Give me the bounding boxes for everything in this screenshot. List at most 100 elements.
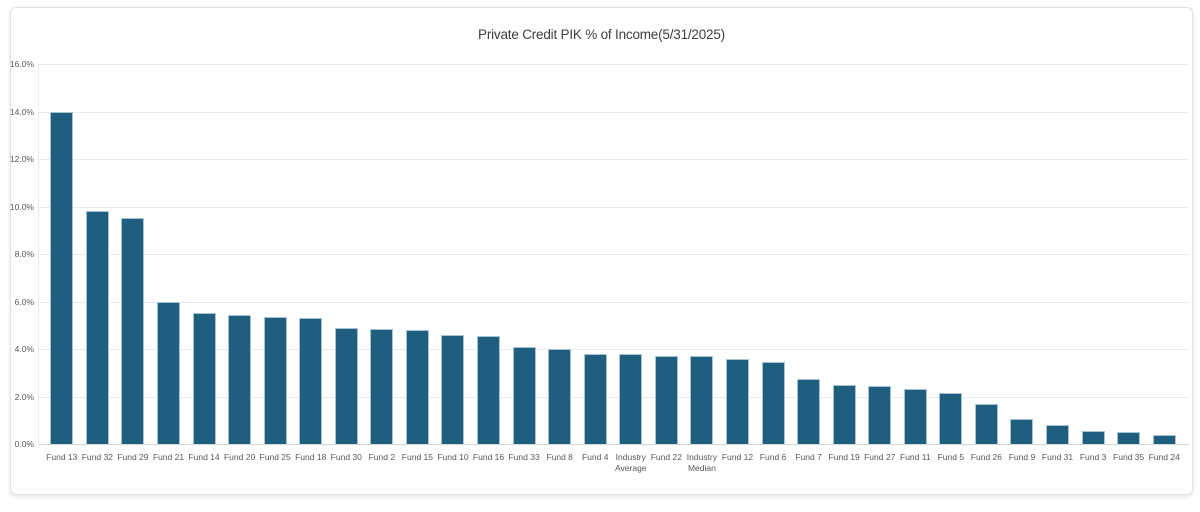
bar-fund-32	[85, 211, 109, 444]
bar-fund-30	[334, 327, 358, 444]
bar-fund-12	[725, 358, 749, 444]
chart-card: Private Credit PIK % of Income(5/31/2025…	[10, 7, 1193, 495]
bar-fund-33	[512, 346, 536, 444]
bar-fund-16	[477, 335, 501, 444]
x-tick-label: Fund 24	[1148, 452, 1180, 462]
gridline	[39, 206, 1189, 208]
chart-title: Private Credit PIK % of Income(5/31/2025…	[478, 27, 725, 42]
x-slot: Fund 20	[222, 452, 258, 473]
bar-slot	[222, 64, 258, 444]
x-tick-label: Fund 18	[295, 452, 327, 462]
gridline	[39, 254, 1189, 255]
x-tick-label: Industry Median	[686, 452, 718, 473]
x-tick-label: Fund 32	[81, 452, 113, 462]
x-slot: Fund 30	[329, 452, 365, 473]
y-axis: 16.0% 14.0% 12.0% 10.0% 8.0% 6.0% 4.0% 2.0% 0.0%	[10, 59, 34, 449]
bar-fund-20	[228, 314, 252, 444]
y-tick-label: 16.0%	[9, 59, 34, 69]
bar-slot	[257, 64, 293, 444]
y-tick-label: 8.0%	[14, 249, 34, 259]
y-tick-label: 4.0%	[14, 344, 34, 354]
bar-slot	[364, 64, 400, 444]
x-tick-label: Fund 7	[795, 452, 822, 462]
bar-fund-25	[263, 316, 287, 444]
x-tick-label: Fund 20	[223, 452, 256, 462]
bar-slot	[649, 64, 685, 444]
x-slot: Fund 22	[649, 452, 685, 473]
x-tick-label: Fund 2	[368, 452, 396, 462]
bar-slot	[1040, 64, 1076, 444]
bar-slot	[506, 64, 542, 444]
bar-industry-average	[619, 353, 643, 444]
bar-slot	[755, 64, 791, 444]
x-slot: Fund 4	[577, 452, 613, 473]
x-tick-label: Fund 27	[864, 452, 896, 462]
x-tick-label: Fund 8	[546, 452, 573, 462]
x-slot: Fund 16	[471, 452, 507, 473]
x-tick-label: Fund 19	[828, 452, 860, 462]
bar-slot	[400, 64, 436, 444]
x-tick-label: Fund 12	[721, 452, 754, 462]
x-slot: Fund 33	[506, 452, 542, 473]
bar-fund-35	[1117, 432, 1141, 444]
plot-gridlines	[38, 64, 1189, 445]
bar-fund-14	[192, 313, 216, 444]
x-slot: Fund 13	[44, 452, 80, 473]
bar-fund-19	[832, 384, 856, 444]
bar-fund-7	[797, 378, 821, 444]
bar-fund-27	[868, 385, 892, 444]
x-tick-label: Fund 3	[1079, 452, 1107, 462]
bar-slot	[613, 64, 649, 444]
x-tick-label: Fund 13	[46, 452, 78, 462]
bar-fund-22	[654, 356, 678, 444]
gridline	[39, 159, 1189, 160]
bar-fund-18	[299, 318, 323, 444]
bar-slot	[898, 64, 934, 444]
bar-slot	[329, 64, 365, 444]
bar-fund-6	[761, 362, 785, 444]
x-tick-label: Fund 16	[472, 452, 505, 462]
gridline	[39, 111, 1189, 113]
x-slot: Fund 21	[151, 452, 187, 473]
x-slot: Fund 29	[115, 452, 151, 473]
x-tick-label: Fund 15	[401, 452, 433, 462]
bar-fund-4	[583, 353, 607, 444]
bar-slot	[435, 64, 471, 444]
bar-fund-21	[156, 301, 180, 444]
bar-fund-3	[1081, 430, 1105, 444]
x-tick-label: Fund 14	[188, 452, 220, 462]
x-axis: Fund 13 Fund 32 Fund 29 Fund 21 Fund 14 Fund …	[44, 452, 1182, 473]
plot-area	[44, 64, 1182, 444]
bar-fund-31	[1046, 425, 1070, 444]
x-slot: Fund 2	[364, 452, 400, 473]
y-tick-label: 2.0%	[14, 391, 34, 402]
bar-slot	[1111, 64, 1147, 444]
x-slot: Fund 9	[1004, 452, 1040, 473]
bar-slot	[542, 64, 578, 444]
bar-slot	[577, 64, 613, 444]
bar-fund-24	[1152, 434, 1176, 444]
bar-slot	[1146, 64, 1182, 444]
x-tick-label: Fund 6	[759, 452, 787, 462]
bar-slot	[293, 64, 329, 444]
x-tick-label: Fund 21	[152, 452, 185, 462]
bar-slot	[684, 64, 720, 444]
bar-slot	[720, 64, 756, 444]
x-slot: Fund 15	[400, 452, 436, 473]
x-slot: Fund 18	[293, 452, 329, 473]
x-tick-label: Fund 11	[900, 452, 931, 462]
x-slot: Fund 14	[186, 452, 222, 473]
bar-fund-5	[939, 392, 963, 444]
x-tick-label: Fund 33	[508, 452, 540, 462]
gridline	[39, 349, 1189, 350]
bar-slot	[862, 64, 898, 444]
gridline	[39, 301, 1189, 303]
x-tick-label: Fund 22	[650, 452, 682, 462]
bar-slot	[471, 64, 507, 444]
x-slot: Fund 35	[1111, 452, 1147, 473]
x-slot: Fund 24	[1146, 452, 1182, 473]
bar-fund-13	[50, 111, 74, 444]
x-tick-label: Fund 10	[437, 452, 469, 462]
x-slot: Fund 10	[435, 452, 471, 473]
bar-slot	[1004, 64, 1040, 444]
